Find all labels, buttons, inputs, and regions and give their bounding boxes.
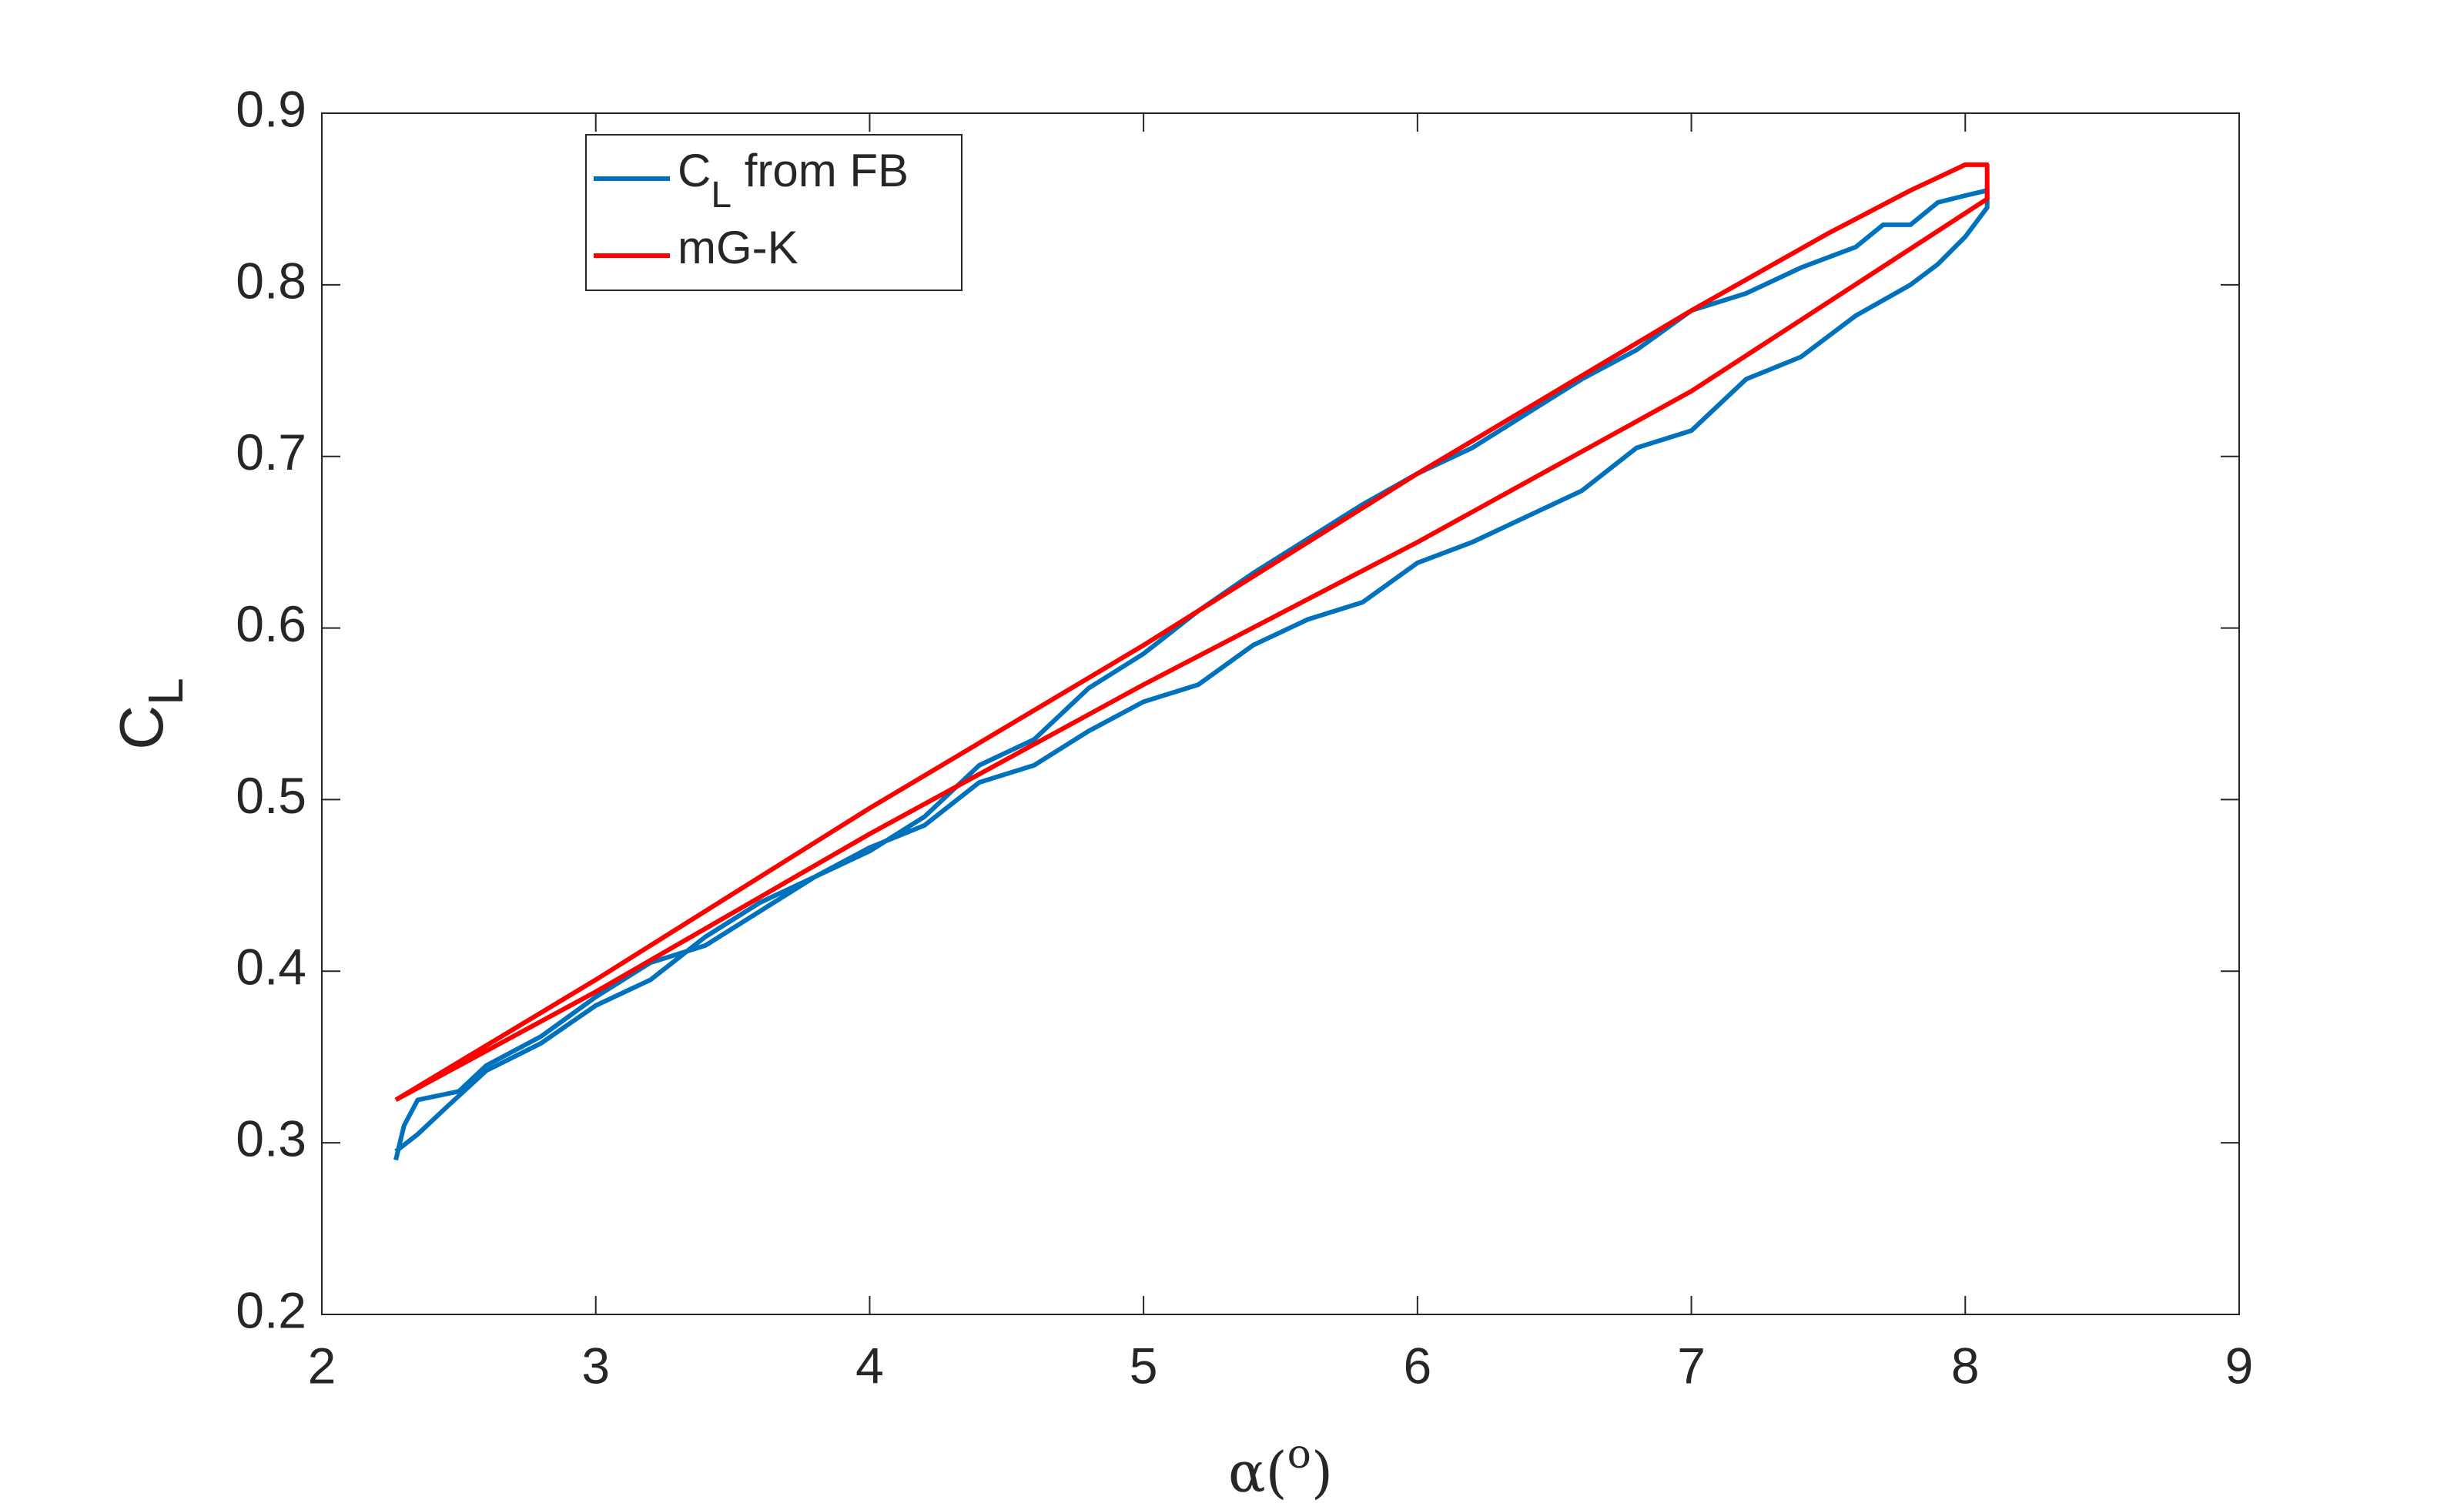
x-tick-label: 7 [1677, 1337, 1706, 1394]
y-tick-label: 0.5 [236, 767, 306, 824]
y-tick-label: 0.4 [236, 939, 306, 996]
x-tick-label: 2 [308, 1337, 336, 1394]
y-tick-label: 0.8 [236, 252, 306, 309]
series-line [394, 162, 1990, 1103]
x-tick-label: 9 [2225, 1337, 2254, 1394]
x-tick-label: 3 [581, 1337, 610, 1394]
x-axis-label: α(o) [1228, 1431, 1333, 1505]
x-tick-label: 5 [1130, 1337, 1158, 1394]
x-tick-label: 4 [855, 1337, 884, 1394]
x-tick-label: 6 [1403, 1337, 1431, 1394]
y-tick-label: 0.7 [236, 424, 306, 480]
axes-box [321, 112, 2240, 1315]
legend-box [585, 134, 962, 291]
y-tick-label: 0.3 [236, 1110, 306, 1167]
x-tick-label: 8 [1951, 1337, 1980, 1394]
y-tick-label: 0.9 [236, 80, 306, 137]
y-axis-label: CL [107, 678, 193, 749]
legend-label: CL from FB [678, 145, 909, 216]
legend-label: mG-K [678, 222, 798, 273]
series-line [393, 188, 1990, 1161]
y-tick-label: 0.2 [236, 1281, 306, 1338]
y-tick-label: 0.6 [236, 595, 306, 652]
